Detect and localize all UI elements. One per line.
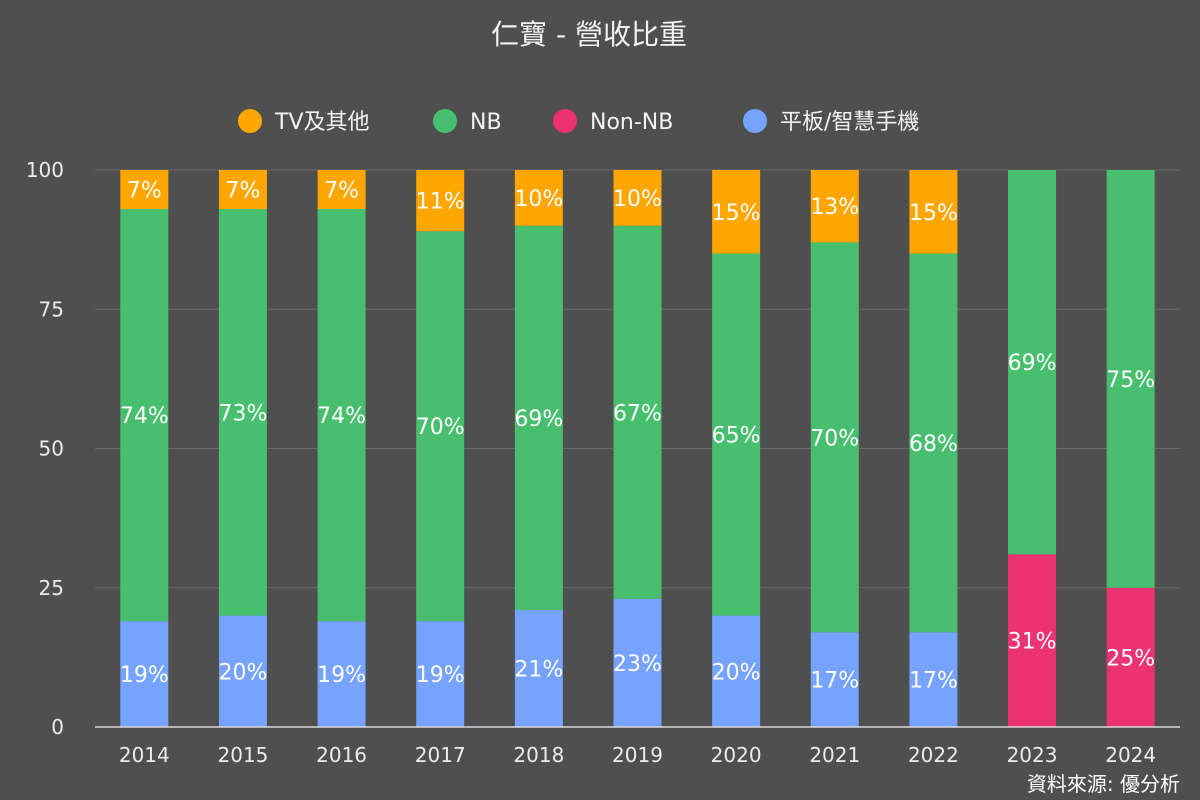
data-label: 70%: [810, 426, 859, 451]
data-label: 11%: [416, 190, 465, 215]
data-label: 10%: [514, 187, 563, 212]
legend-label: Non-NB: [590, 110, 673, 135]
source-note: 資料來源: 優分析: [1027, 772, 1180, 796]
data-label: 19%: [317, 663, 366, 688]
x-tick-label: 2020: [711, 743, 762, 767]
bar-segment: [514, 170, 563, 226]
data-label: 7%: [127, 178, 162, 203]
data-label: 31%: [1008, 630, 1057, 655]
data-label: 17%: [810, 669, 859, 694]
legend-label: 平板/智慧手機: [780, 110, 919, 135]
legend-item: Non-NB: [553, 109, 673, 135]
bar-segment: [416, 621, 465, 727]
bar-segment: [810, 170, 859, 243]
x-tick-label: 2022: [908, 743, 959, 767]
legend-label: NB: [470, 110, 502, 135]
data-label: 7%: [324, 178, 359, 203]
bar-segment: [810, 242, 859, 633]
data-label: 68%: [909, 432, 958, 457]
bar-segment: [909, 170, 958, 254]
data-label: 25%: [1106, 646, 1155, 671]
data-label: 21%: [514, 658, 563, 683]
bar-segment: [317, 170, 366, 209]
bar-labels: 19% 74% 7% 20% 73% 7% 19% 74% 7% 19% 70% 11% 21% 69% 1…: [120, 178, 1155, 693]
bar-segment: [712, 253, 761, 616]
data-label: 20%: [712, 660, 761, 685]
bar-segment: [218, 615, 267, 727]
bar-segment: [514, 610, 563, 727]
data-label: 70%: [416, 415, 465, 440]
data-label: 65%: [712, 424, 761, 449]
y-tick-label: 100: [26, 158, 64, 182]
bar-segment: [218, 170, 267, 209]
bar-segment: [613, 598, 662, 727]
bar-segment: [416, 231, 465, 622]
bar-segment: [317, 621, 366, 727]
bar-segment: [1106, 170, 1155, 588]
data-label: 10%: [613, 187, 662, 212]
bar-segment: [120, 170, 169, 209]
bar-segment: [712, 615, 761, 727]
legend-item: 平板/智慧手機: [743, 109, 919, 135]
bar-segment: [810, 632, 859, 727]
x-tick-label: 2019: [612, 743, 663, 767]
legend-marker: [238, 109, 262, 133]
y-tick-label: 75: [39, 297, 64, 321]
x-tick-label: 2021: [809, 743, 860, 767]
bar-segment: [909, 632, 958, 727]
bar-segment: [120, 208, 169, 622]
legend-marker: [743, 109, 767, 133]
legend-marker: [553, 109, 577, 133]
data-label: 69%: [514, 407, 563, 432]
legend-label: TV及其他: [274, 110, 370, 135]
bar-segment: [1106, 587, 1155, 727]
legend: TV及其他 NB Non-NB 平板/智慧手機: [238, 109, 919, 135]
data-label: 17%: [909, 669, 958, 694]
bar-segment: [120, 621, 169, 727]
data-label: 20%: [219, 660, 268, 685]
data-label: 19%: [120, 663, 169, 688]
bar-segment: [613, 225, 662, 599]
data-label: 74%: [317, 404, 366, 429]
data-label: 73%: [219, 401, 268, 426]
y-tick-label: 0: [51, 715, 64, 739]
bar-segment: [514, 225, 563, 611]
data-label: 67%: [613, 401, 662, 426]
x-tick-label: 2018: [513, 743, 564, 767]
axes: 0 25 50 75 100 2014 2015 2016 2017 2018 2019 2020 20…: [26, 158, 1180, 767]
x-tick-label: 2016: [316, 743, 367, 767]
bar-segment: [1008, 170, 1057, 555]
legend-item: NB: [433, 109, 502, 135]
chart-title: 仁寶 - 營收比重: [491, 18, 687, 51]
bar-segment: [1008, 554, 1057, 727]
bar-segment: [712, 170, 761, 254]
data-label: 69%: [1008, 351, 1057, 376]
data-label: 7%: [226, 178, 261, 203]
data-label: 19%: [416, 663, 465, 688]
bar-segment: [317, 208, 366, 622]
data-label: 74%: [120, 404, 169, 429]
data-label: 15%: [909, 201, 958, 226]
bar-segment: [909, 253, 958, 633]
legend-marker: [433, 109, 457, 133]
x-tick-label: 2023: [1007, 743, 1058, 767]
data-label: 15%: [712, 201, 761, 226]
x-tick-label: 2015: [218, 743, 269, 767]
bar-segment: [218, 208, 267, 616]
data-label: 75%: [1106, 368, 1155, 393]
data-label: 13%: [810, 195, 859, 220]
x-tick-label: 2014: [119, 743, 170, 767]
bar-segment: [416, 170, 465, 232]
x-tick-label: 2024: [1105, 743, 1156, 767]
y-tick-label: 25: [39, 576, 64, 600]
bars: [120, 170, 1155, 727]
y-tick-label: 50: [39, 437, 64, 461]
bar-segment: [613, 170, 662, 226]
data-label: 23%: [613, 652, 662, 677]
legend-item: TV及其他: [238, 109, 370, 135]
x-tick-label: 2017: [415, 743, 466, 767]
